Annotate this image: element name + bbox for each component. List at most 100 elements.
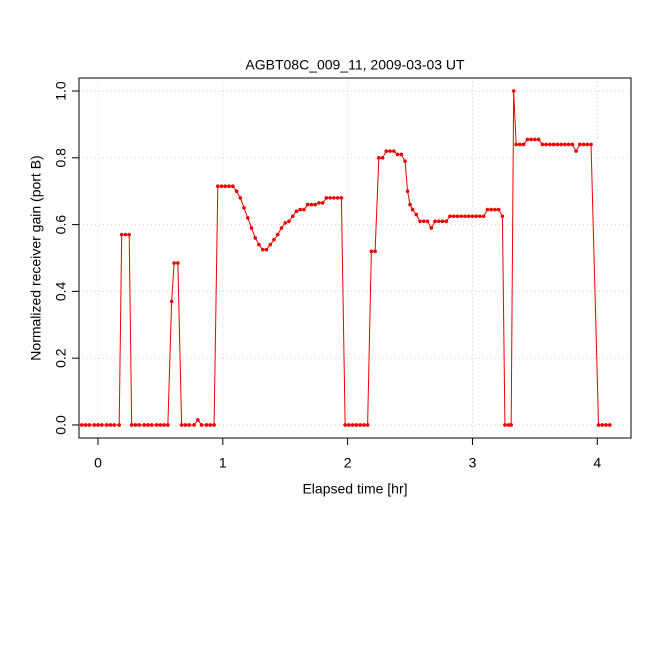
x-tick-label: 0 xyxy=(94,455,102,471)
data-point xyxy=(596,423,601,427)
data-point xyxy=(272,237,276,242)
data-point xyxy=(485,207,490,212)
data-point xyxy=(249,226,254,230)
data-point xyxy=(399,152,404,157)
y-tick-label: 0.4 xyxy=(53,281,69,301)
data-point xyxy=(158,423,163,427)
data-point xyxy=(509,423,513,427)
data-point xyxy=(395,152,400,157)
data-point xyxy=(253,236,258,240)
data-point xyxy=(503,423,507,427)
data-point xyxy=(320,201,325,205)
x-tick-label: 1 xyxy=(219,455,227,471)
data-point xyxy=(514,142,518,147)
data-point xyxy=(408,202,412,207)
data-point xyxy=(511,89,516,93)
data-point xyxy=(463,214,467,219)
data-point xyxy=(176,261,180,265)
data-point xyxy=(388,149,392,153)
data-point xyxy=(309,202,314,207)
data-point xyxy=(92,423,97,427)
data-point xyxy=(87,423,92,427)
data-point xyxy=(317,201,321,205)
data-point xyxy=(410,207,415,212)
data-point xyxy=(405,189,410,194)
data-point xyxy=(350,423,355,427)
data-point xyxy=(313,202,317,207)
data-point xyxy=(563,142,567,147)
data-point xyxy=(257,242,261,247)
data-point xyxy=(234,189,239,194)
data-point xyxy=(481,214,486,219)
data-point xyxy=(162,423,166,427)
data-point xyxy=(154,423,159,427)
data-point xyxy=(117,423,121,427)
data-point xyxy=(290,214,295,219)
data-point xyxy=(199,423,204,427)
data-point xyxy=(500,214,505,219)
data-point xyxy=(581,142,586,147)
data-point xyxy=(187,423,191,427)
data-point xyxy=(208,423,213,427)
data-point xyxy=(570,142,575,147)
data-point xyxy=(196,418,200,422)
data-point xyxy=(418,219,422,224)
data-point xyxy=(489,207,493,212)
data-point xyxy=(287,219,291,224)
data-point xyxy=(600,423,605,427)
y-tick-label: 0.0 xyxy=(53,415,69,435)
data-point xyxy=(227,184,231,189)
data-point xyxy=(204,423,209,427)
data-point xyxy=(119,232,124,237)
plot-frame xyxy=(78,77,632,439)
data-point xyxy=(129,423,134,427)
data-point xyxy=(566,142,571,147)
data-point xyxy=(83,423,88,427)
data-point xyxy=(425,219,430,224)
data-point xyxy=(380,156,385,160)
data-point xyxy=(574,149,578,153)
data-point xyxy=(216,184,220,189)
data-point xyxy=(242,206,246,210)
data-point xyxy=(440,219,445,224)
data-point xyxy=(493,207,497,212)
data-point xyxy=(339,196,344,200)
data-point xyxy=(536,137,541,142)
data-point xyxy=(470,214,475,219)
y-tick-label: 0.6 xyxy=(53,215,69,235)
data-point xyxy=(99,423,104,427)
data-point xyxy=(455,214,460,219)
data-point xyxy=(433,219,437,224)
data-point xyxy=(166,423,170,427)
data-point xyxy=(183,423,188,427)
data-point xyxy=(478,214,482,219)
data-point xyxy=(347,423,351,427)
data-point xyxy=(358,423,362,427)
data-point xyxy=(474,214,479,219)
data-point xyxy=(529,137,533,142)
data-point xyxy=(459,214,464,219)
x-tick-label: 2 xyxy=(344,455,352,471)
chart-title: AGBT08C_009_11, 2009-03-03 UT xyxy=(245,57,465,73)
data-point xyxy=(169,299,174,304)
data-point xyxy=(192,423,196,427)
data-point xyxy=(525,137,530,142)
data-point xyxy=(496,207,501,212)
y-tick-label: 1.0 xyxy=(53,81,69,101)
data-point xyxy=(414,212,419,217)
data-point xyxy=(328,196,332,200)
x-tick-label: 3 xyxy=(469,455,477,471)
data-point xyxy=(373,249,377,254)
data-point xyxy=(466,214,471,219)
data-point xyxy=(343,423,347,427)
data-point xyxy=(149,423,154,427)
data-point xyxy=(444,219,449,224)
data-point xyxy=(506,423,511,427)
data-point xyxy=(335,196,340,200)
data-line xyxy=(81,90,610,426)
data-point xyxy=(146,423,150,427)
data-point xyxy=(127,232,131,237)
data-point xyxy=(79,423,84,427)
data-point xyxy=(392,149,396,153)
data-point xyxy=(589,142,593,147)
